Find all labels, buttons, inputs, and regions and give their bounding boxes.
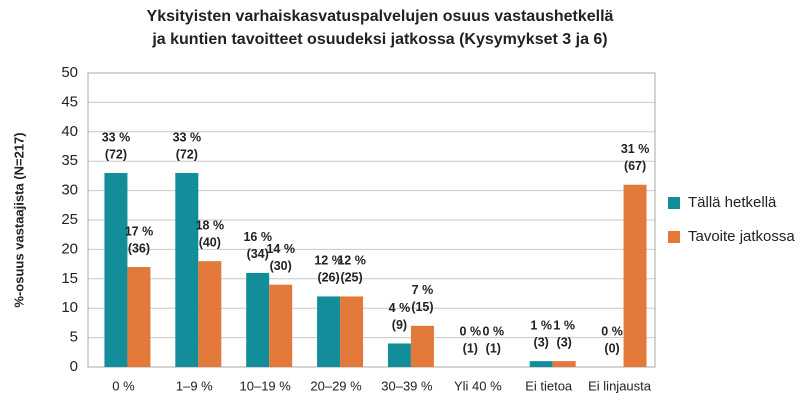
y-tick-label: 35 xyxy=(61,152,78,169)
value-label: (15) xyxy=(411,300,433,314)
bar xyxy=(340,296,364,367)
value-label: 7 % xyxy=(412,283,434,297)
y-tick-label: 45 xyxy=(61,93,78,110)
x-tick-label: 20–29 % xyxy=(310,378,362,393)
bar xyxy=(623,184,647,367)
bar xyxy=(552,361,576,367)
value-label: 4 % xyxy=(389,301,411,315)
value-label: 1 % xyxy=(553,318,575,332)
y-axis-label: %-osuus vastaajista (N=217) xyxy=(11,132,26,307)
x-tick-label: 0 % xyxy=(112,378,135,393)
bar xyxy=(175,172,199,367)
bar xyxy=(317,296,341,367)
bar xyxy=(246,272,270,367)
value-label: 0 % xyxy=(460,324,482,338)
chart-title: ja kuntien tavoitteet osuudeksi jatkossa… xyxy=(151,31,607,48)
value-label: 14 % xyxy=(266,242,295,256)
y-tick-label: 30 xyxy=(61,182,78,199)
value-label: (1) xyxy=(486,341,501,355)
value-label: (40) xyxy=(199,235,221,249)
y-tick-label: 40 xyxy=(61,123,78,140)
value-label: 31 % xyxy=(621,142,650,156)
y-tick-label: 5 xyxy=(70,329,78,346)
y-tick-label: 50 xyxy=(61,64,78,81)
value-label: 16 % xyxy=(243,230,272,244)
plot-border xyxy=(87,72,656,368)
bar xyxy=(198,261,222,367)
bar xyxy=(387,343,411,367)
y-tick-label: 25 xyxy=(61,211,78,228)
x-tick-label: 1–9 % xyxy=(176,378,213,393)
value-label: 0 % xyxy=(601,324,623,338)
x-tick-label: Yli 40 % xyxy=(454,378,502,393)
value-label: 18 % xyxy=(196,218,225,232)
legend-swatch xyxy=(668,231,680,243)
value-label: (3) xyxy=(557,335,572,349)
value-label: (67) xyxy=(624,159,646,173)
legend-label: Tällä hetkellä xyxy=(688,194,777,211)
value-label: (3) xyxy=(534,335,549,349)
bar xyxy=(269,284,293,367)
value-label: (36) xyxy=(128,241,150,255)
legend-swatch xyxy=(668,197,680,209)
value-label: (25) xyxy=(340,271,362,285)
value-label: 33 % xyxy=(173,130,202,144)
bar xyxy=(104,172,128,367)
bar xyxy=(410,325,434,367)
value-label: (72) xyxy=(176,147,198,161)
bar xyxy=(127,267,151,367)
value-label: 0 % xyxy=(483,324,505,338)
y-tick-label: 15 xyxy=(61,270,78,287)
value-label: 12 % xyxy=(314,254,343,268)
x-tick-label: 30–39 % xyxy=(381,378,433,393)
value-label: (1) xyxy=(463,341,478,355)
value-label: 17 % xyxy=(125,224,154,238)
value-label: 12 % xyxy=(337,254,366,268)
value-label: (30) xyxy=(270,259,292,273)
value-label: (72) xyxy=(105,147,127,161)
value-label: (34) xyxy=(247,247,269,261)
bar xyxy=(529,361,553,367)
y-tick-label: 20 xyxy=(61,240,78,257)
x-tick-label: Ei linjausta xyxy=(588,378,652,393)
value-label: (0) xyxy=(604,341,619,355)
x-tick-label: 10–19 % xyxy=(240,378,292,393)
y-tick-label: 0 xyxy=(70,358,78,375)
y-tick-label: 10 xyxy=(61,299,78,316)
value-label: 1 % xyxy=(530,318,552,332)
legend-label: Tavoite jatkossa xyxy=(688,228,795,245)
value-label: (9) xyxy=(392,318,407,332)
value-label: 33 % xyxy=(102,130,131,144)
x-tick-label: Ei tietoa xyxy=(525,378,573,393)
value-label: (26) xyxy=(317,271,339,285)
chart-title: Yksityisten varhaiskasvatuspalvelujen os… xyxy=(147,8,614,25)
